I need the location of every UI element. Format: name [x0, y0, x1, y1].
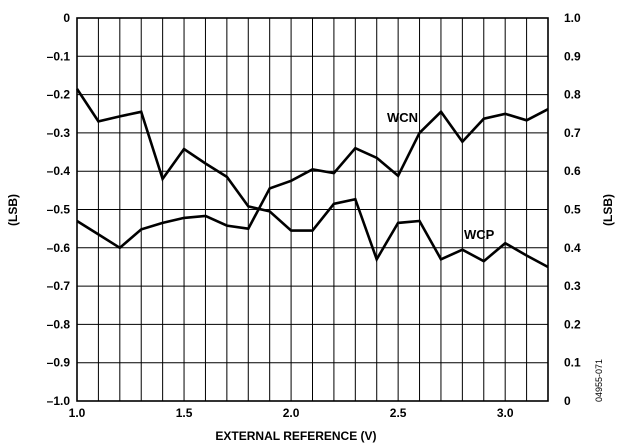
y-tick-label-right: 0.8	[564, 88, 581, 102]
y-tick-label-left: –0.2	[47, 88, 71, 102]
x-tick-label: 1.5	[176, 406, 193, 420]
y-axis-title-right: (LSB)	[601, 194, 615, 226]
grid	[77, 18, 548, 401]
y-tick-label-left: –0.3	[47, 126, 71, 140]
y-tick-label-left: –1.0	[47, 394, 71, 408]
x-tick-label: 2.5	[390, 406, 407, 420]
y-tick-label-left: –0.8	[47, 317, 71, 331]
y-tick-label-right: 0	[564, 394, 571, 408]
y-tick-label-left: –0.9	[47, 356, 71, 370]
x-axis-title: EXTERNAL REFERENCE (V)	[215, 429, 376, 443]
series-layer	[75, 88, 549, 269]
series-label-wcn: WCN	[387, 110, 418, 125]
y-tick-label-left: –0.5	[47, 203, 71, 217]
y-tick-label-right: 0.7	[564, 126, 581, 140]
right-axis-ticks: 1.0 0.9 0.8 0.7 0.6 0.5 0.4 0.3 0.2 0.1 0	[564, 11, 581, 408]
y-tick-label-left: –0.4	[47, 164, 71, 178]
y-tick-label-right: 0.6	[564, 164, 581, 178]
x-tick-label: 2.0	[283, 406, 300, 420]
y-tick-label-right: 0.5	[564, 203, 581, 217]
series-line-wcn	[75, 88, 549, 269]
left-axis-ticks: 0 –0.1 –0.2 –0.3 –0.4 –0.5 –0.6 –0.7 –0.8 –0.9 –1.…	[47, 11, 71, 408]
x-tick-label: 1.0	[69, 406, 86, 420]
y-tick-label-right: 0.9	[564, 49, 581, 63]
y-tick-label-right: 0.2	[564, 317, 581, 331]
x-axis-ticks: 1.0 1.5 2.0 2.5 3.0	[69, 406, 514, 420]
series-line-wcp	[76, 108, 549, 250]
x-tick-label: 3.0	[497, 406, 514, 420]
series-label-wcp: WCP	[464, 227, 495, 242]
figure-id: 04955-071	[594, 359, 604, 402]
plot-frame	[76, 17, 549, 402]
y-tick-label-left: –0.6	[47, 241, 71, 255]
y-tick-label-right: 1.0	[564, 11, 581, 25]
y-tick-label-left: –0.7	[47, 279, 71, 293]
y-tick-label-right: 0.1	[564, 356, 581, 370]
y-tick-label-left: 0	[63, 11, 70, 25]
y-tick-label-right: 0.3	[564, 279, 581, 293]
y-tick-label-right: 0.4	[564, 241, 581, 255]
y-axis-title-left: (LSB)	[6, 194, 20, 226]
y-tick-label-left: –0.1	[47, 49, 71, 63]
